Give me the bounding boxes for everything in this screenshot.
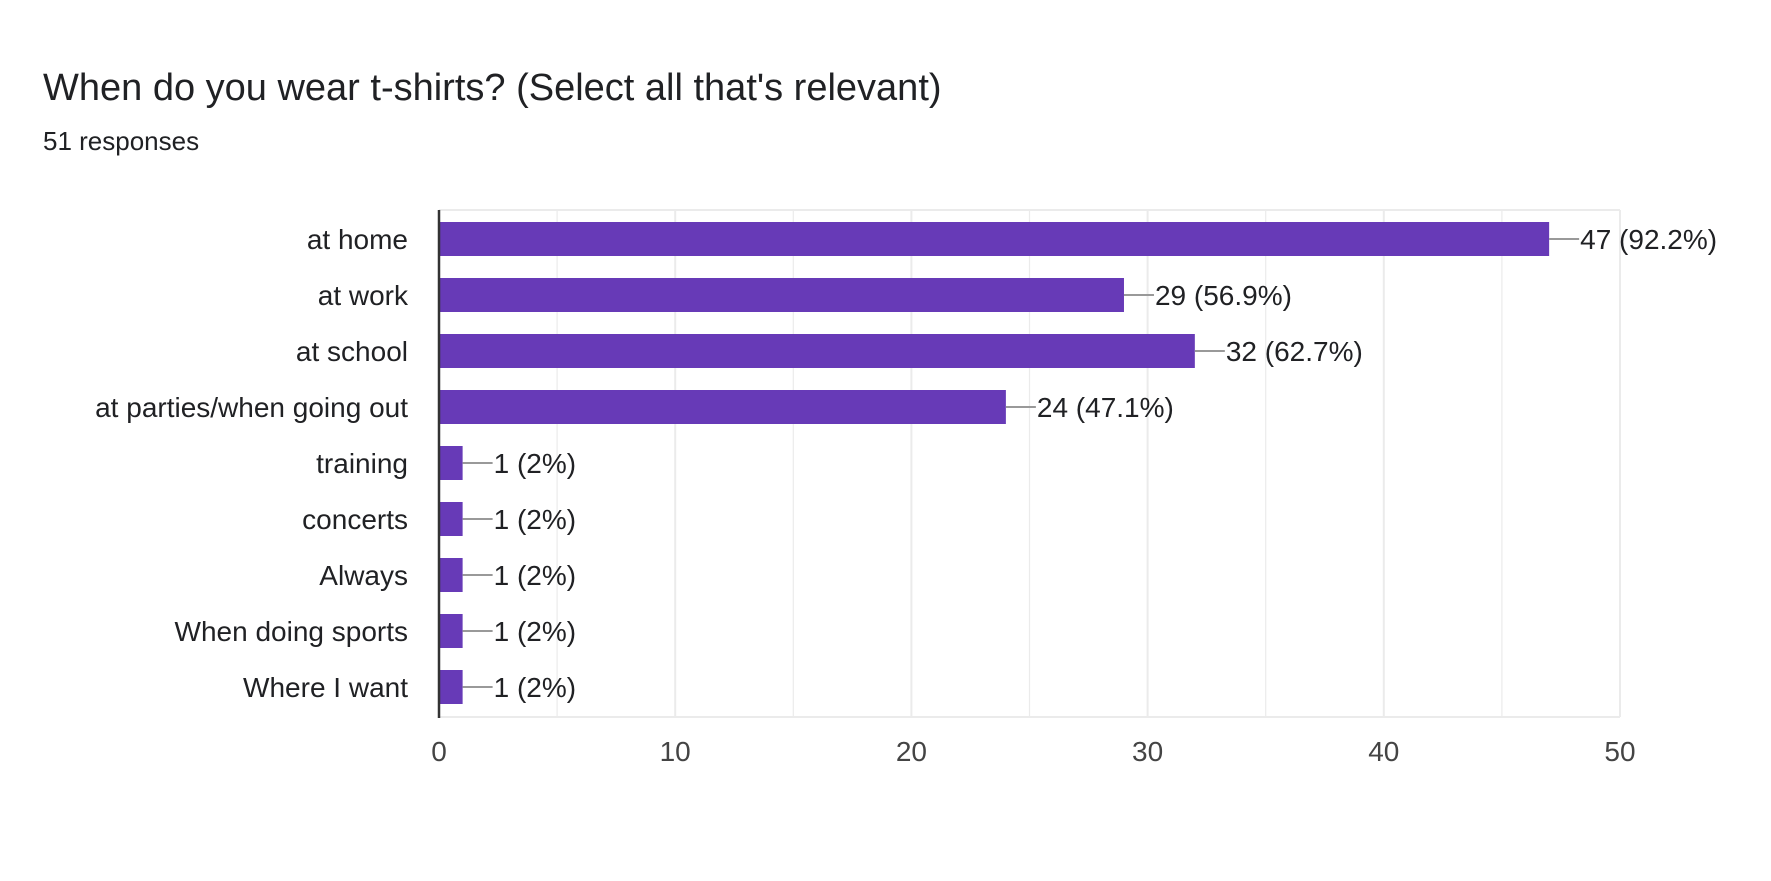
x-tick-label: 50 bbox=[1604, 736, 1635, 767]
category-label: at work bbox=[318, 280, 409, 311]
x-tick-label: 20 bbox=[896, 736, 927, 767]
bar bbox=[439, 446, 463, 480]
chart-title: When do you wear t-shirts? (Select all t… bbox=[43, 67, 942, 109]
x-tick-label: 10 bbox=[660, 736, 691, 767]
category-label: at school bbox=[296, 336, 408, 367]
x-tick-label: 40 bbox=[1368, 736, 1399, 767]
bar bbox=[439, 334, 1195, 368]
bar bbox=[439, 502, 463, 536]
data-label: 1 (2%) bbox=[494, 616, 576, 647]
data-label: 1 (2%) bbox=[494, 672, 576, 703]
category-label: at home bbox=[307, 224, 408, 255]
category-label: training bbox=[316, 448, 408, 479]
bar bbox=[439, 558, 463, 592]
category-label: at parties/when going out bbox=[95, 392, 408, 423]
x-tick-label: 0 bbox=[431, 736, 447, 767]
category-label: Always bbox=[319, 560, 408, 591]
bar bbox=[439, 670, 463, 704]
data-label: 47 (92.2%) bbox=[1580, 224, 1717, 255]
category-label: concerts bbox=[302, 504, 408, 535]
data-label: 1 (2%) bbox=[494, 448, 576, 479]
data-label: 24 (47.1%) bbox=[1037, 392, 1174, 423]
x-tick-label: 30 bbox=[1132, 736, 1163, 767]
bar bbox=[439, 614, 463, 648]
bar bbox=[439, 278, 1124, 312]
data-label: 32 (62.7%) bbox=[1226, 336, 1363, 367]
category-label: When doing sports bbox=[175, 616, 408, 647]
bars bbox=[439, 222, 1550, 704]
axes: at home at work at school at parties/when g… bbox=[95, 210, 1636, 767]
data-label: 1 (2%) bbox=[494, 504, 576, 535]
data-labels: 47 (92.2%) 29 (56.9%) 32 (62.7%) 24 (47.1%)… bbox=[462, 224, 1717, 703]
bar bbox=[439, 222, 1550, 256]
response-count: 51 responses bbox=[43, 126, 200, 156]
data-label: 29 (56.9%) bbox=[1155, 280, 1292, 311]
data-label: 1 (2%) bbox=[494, 560, 576, 591]
bar bbox=[439, 390, 1006, 424]
category-label: Where I want bbox=[243, 672, 408, 703]
